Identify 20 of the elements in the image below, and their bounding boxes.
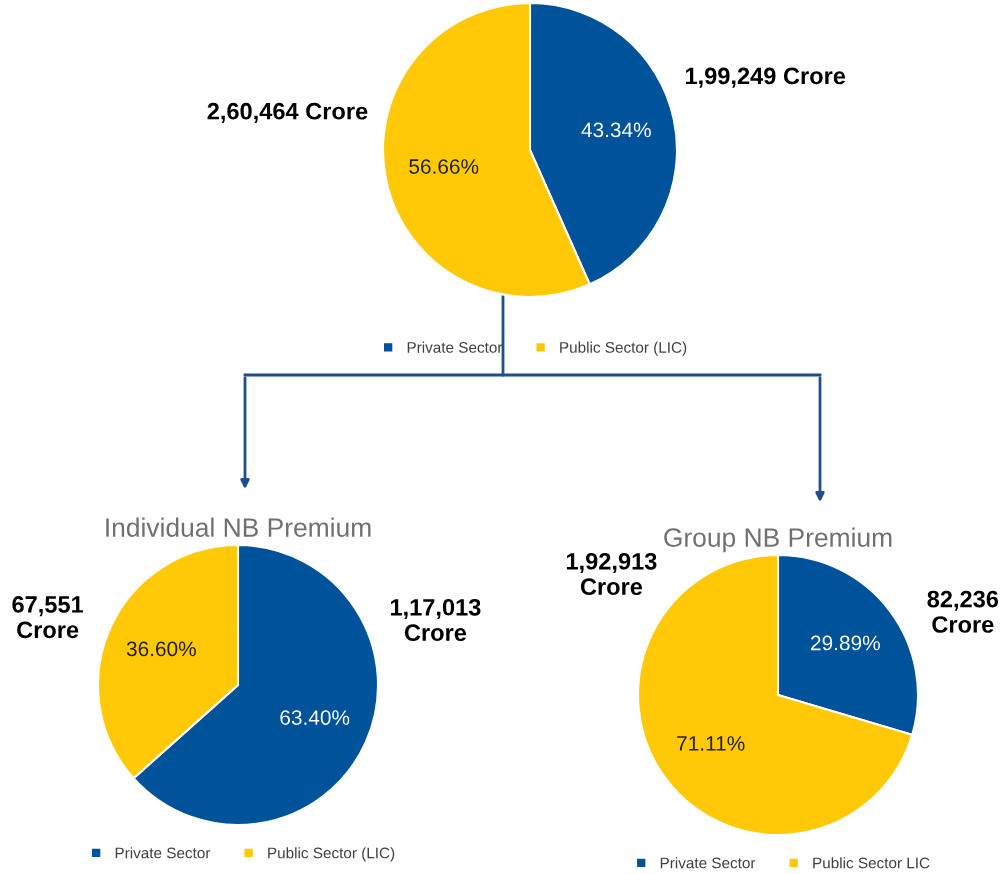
text: 67,551 Crore: [12, 596, 84, 639]
data-label: 71.11%: [677, 736, 745, 751]
data-label: 43.34%: [581, 122, 651, 138]
data-label: 29.89%: [811, 635, 880, 651]
text: 1,17,013 Crore: [390, 598, 481, 642]
legend-label: Public Sector (LIC): [560, 341, 687, 356]
data-label: 56.66%: [409, 159, 479, 174]
text: 2,60,464 Crore: [207, 102, 368, 124]
legend-label: Public Sector LIC: [813, 857, 930, 869]
data-label: 36.60%: [126, 641, 196, 657]
text: 1,92,913 Crore: [566, 552, 657, 596]
chart-title: Individual NB Premium: [106, 517, 371, 537]
chart-title: Group NB Premium: [664, 527, 892, 553]
legend-label: Public Sector (LIC): [268, 847, 395, 862]
legend-label: Private Sector: [407, 341, 503, 353]
text: 1,99,249 Crore: [685, 67, 846, 88]
data-label: 63.40%: [280, 710, 350, 725]
legend-label: Private Sector: [660, 857, 756, 869]
text: 82,236 Crore: [927, 590, 999, 633]
legend-label: Private Sector: [115, 847, 211, 859]
